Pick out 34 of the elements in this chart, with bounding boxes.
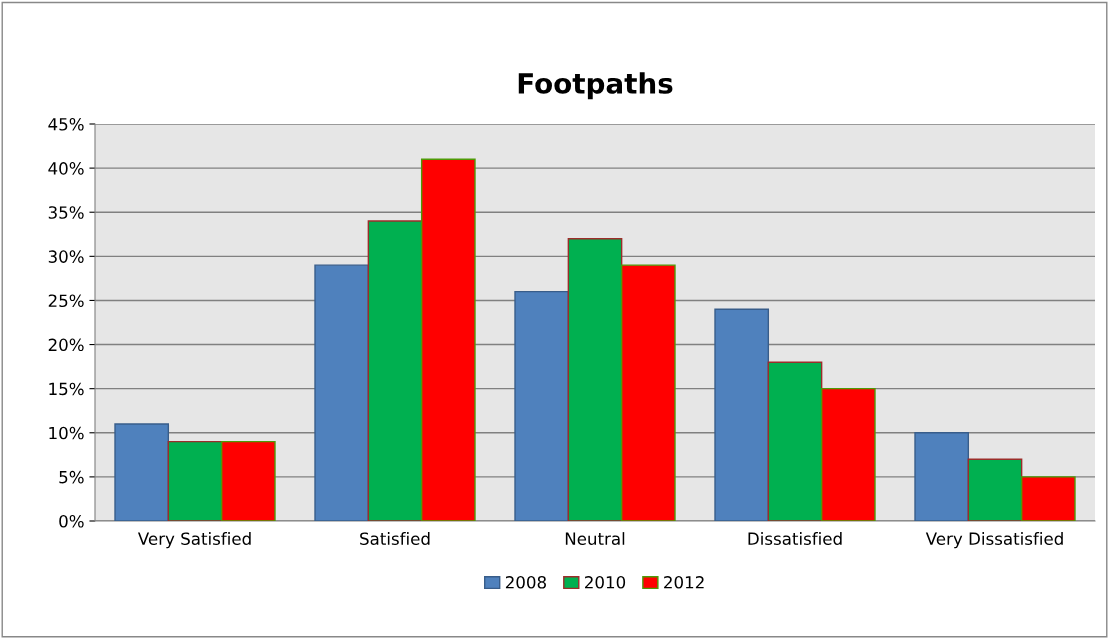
chart-title: Footpaths [518,72,673,100]
bar [114,423,170,521]
bar [1020,476,1076,521]
bar [567,237,623,521]
x-tick-label: Dissatisfied [748,532,842,546]
bar [314,264,370,521]
legend-label: 2012 [664,575,704,589]
bar [167,440,223,521]
x-tick-label: Very Dissatisfied [925,532,1063,549]
x-tick-label: Satisfied [360,532,430,546]
bar [420,158,476,521]
y-tick-label: 20% [48,338,84,352]
bar [514,290,570,521]
y-tick-label: 10% [49,426,84,440]
bar [914,432,970,521]
x-tick-label: Very Satisfied [137,532,251,549]
legend-label: 2010 [585,575,626,589]
bar [967,458,1023,521]
bar [620,264,676,521]
y-tick-label: 25% [48,294,84,308]
y-tick-label: 5% [59,470,84,484]
y-tick-label: 15% [49,382,84,396]
bar [367,220,423,521]
x-tick-label: Neutral [565,532,625,546]
y-tick-label: 40% [48,162,84,175]
legend-label: 2008 [505,575,546,589]
y-tick-label: 45% [48,117,84,131]
y-tick-label: 30% [48,250,84,263]
bar [714,308,770,521]
bar [767,361,823,521]
bar [220,440,276,521]
bar [820,387,876,521]
y-tick-label: 0% [59,514,84,528]
y-tick-label: 35% [48,206,84,219]
